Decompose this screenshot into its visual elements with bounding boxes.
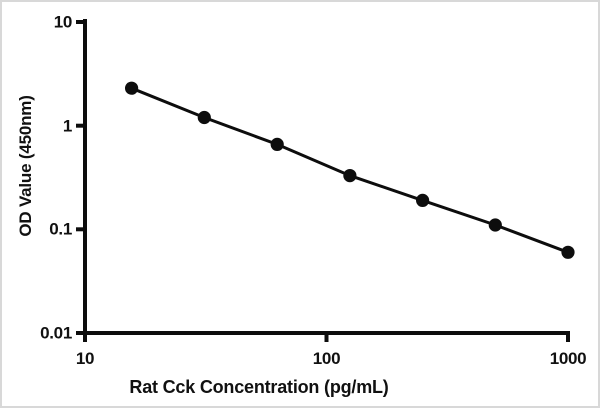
- x-tick-label-10: 10: [75, 349, 95, 368]
- axis-lines: [83, 19, 570, 335]
- x-tick-label-1000: 1000: [549, 349, 587, 368]
- x-axis-title: Rat Cck Concentration (pg/mL): [129, 377, 389, 397]
- data-point: [561, 245, 575, 259]
- y-tick-label-0-1: 0.1: [49, 219, 72, 239]
- data-point: [343, 169, 357, 183]
- x-tick-label-100: 100: [312, 349, 341, 368]
- y-tick-label-0-01: 0.01: [40, 323, 72, 343]
- data-point: [270, 137, 284, 151]
- data-point: [416, 193, 430, 207]
- data-point: [125, 81, 139, 95]
- y-tick-label-10: 10: [53, 12, 73, 32]
- data-point: [488, 218, 502, 232]
- data-point: [197, 110, 211, 125]
- y-tick-label-1: 1: [62, 116, 72, 136]
